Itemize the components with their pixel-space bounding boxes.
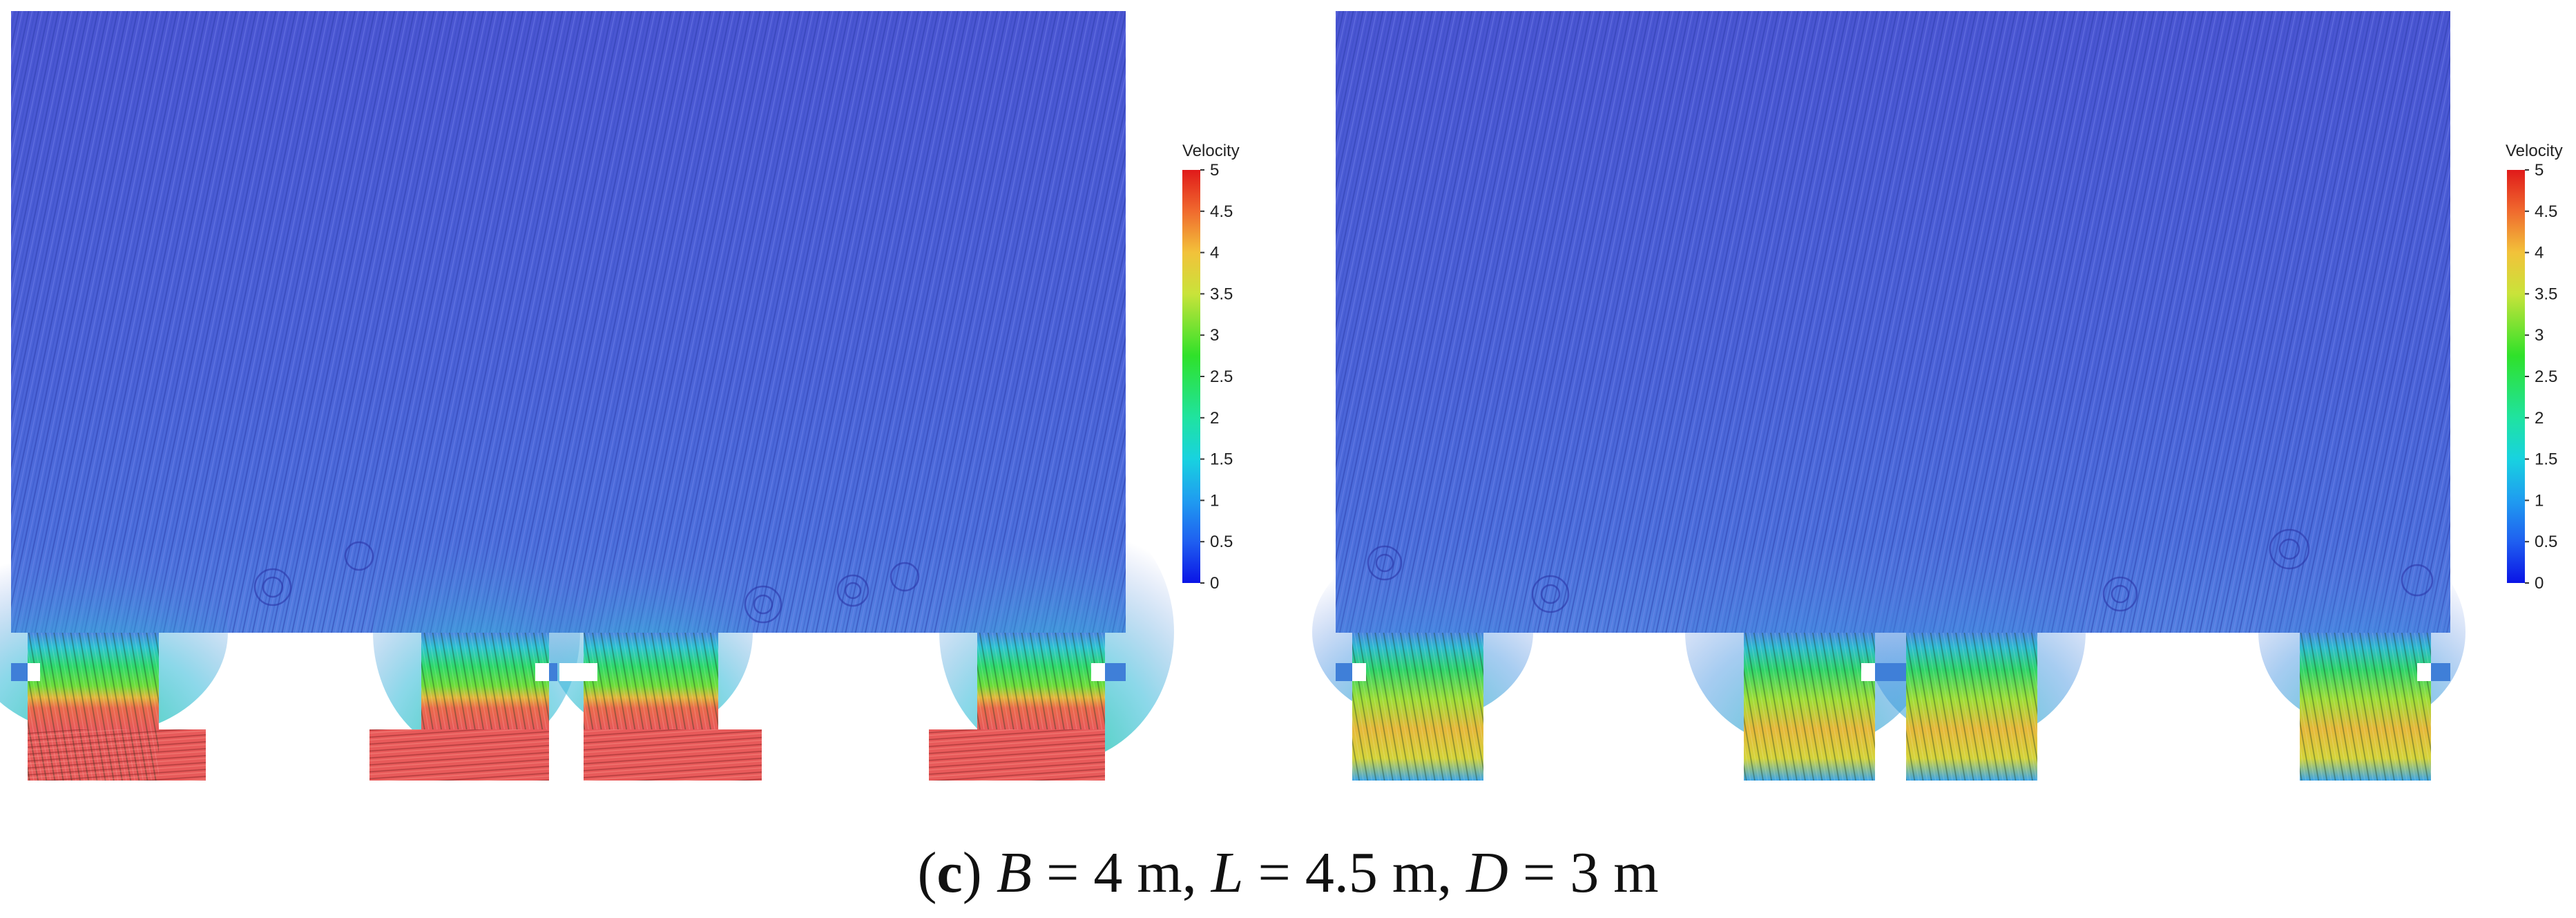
- right-colorbar-tick-label: 5: [2535, 161, 2544, 180]
- left-colorbar-tick-label: 1: [1210, 491, 1219, 510]
- caption-label: c: [936, 841, 963, 905]
- caption-var-l: L: [1211, 841, 1244, 905]
- right-colorbar-tick-label: 3: [2535, 326, 2544, 345]
- left-colorbar-tick-label: 5: [1210, 161, 1219, 180]
- right-colorbar-tick-label: 2: [2535, 409, 2544, 428]
- right-colorbar-tick-label: 0.5: [2535, 533, 2557, 551]
- right-gap-3: [2431, 663, 2450, 681]
- caption-open-paren: (: [917, 841, 937, 905]
- right-colorbar: Velocity 0 0.5 1 1.5 2 2.5 3 3.5 4 4.5 5: [2506, 142, 2563, 593]
- left-eddies: [253, 541, 920, 624]
- right-eddies: [1367, 528, 2434, 613]
- caption-val-b: = 4 m,: [1032, 841, 1211, 905]
- caption-val-d: = 3 m: [1508, 841, 1659, 905]
- right-colorbar-tick-label: 0: [2535, 574, 2544, 593]
- right-colorbar-title: Velocity: [2506, 142, 2563, 160]
- right-gate-1: [1352, 633, 1483, 781]
- caption-var-d: D: [1466, 841, 1508, 905]
- right-colorbar-tick-label: 3.5: [2535, 285, 2557, 303]
- left-colorbar-tick-label: 0.5: [1210, 533, 1233, 551]
- left-colorbar-tick-label: 3: [1210, 326, 1219, 345]
- left-gate-1: [28, 633, 206, 781]
- right-flow-field: [1312, 11, 2466, 781]
- right-colorbar-tick-label: 1: [2535, 491, 2544, 510]
- left-colorbar-tick-label: 0: [1210, 574, 1219, 593]
- left-colorbar-tick-label: 3.5: [1210, 285, 1233, 303]
- left-colorbar: Velocity 0 0.5 1 1.5 2 2.5 3 3.5 4 4.5 5: [1182, 142, 1240, 593]
- left-colorbar-ticks: 0 0.5 1 1.5 2 2.5 3 3.5 4 4.5 5: [1200, 161, 1233, 593]
- right-gate-3: [1906, 633, 2037, 781]
- right-gate-2: [1744, 633, 1875, 781]
- right-colorbar-ramp: [2507, 170, 2525, 583]
- right-colorbar-tick-label: 1.5: [2535, 450, 2557, 469]
- right-gate-4: [2300, 633, 2431, 781]
- figure-caption: (c) B = 4 m, L = 4.5 m, D = 3 m: [0, 839, 2576, 906]
- left-colorbar-tick-label: 2: [1210, 409, 1219, 428]
- caption-var-b: B: [996, 841, 1032, 905]
- left-streak-texture: [11, 11, 1126, 633]
- left-gap-2: [549, 663, 557, 681]
- right-streak-texture: [1336, 11, 2450, 633]
- caption-close-paren: ): [962, 841, 982, 905]
- left-flow-field: [0, 11, 1174, 781]
- left-colorbar-tick-label: 4.5: [1210, 202, 1233, 221]
- left-colorbar-tick-label: 4: [1210, 244, 1219, 262]
- left-colorbar-ramp: [1182, 170, 1200, 583]
- right-colorbar-tick-label: 4.5: [2535, 202, 2557, 221]
- left-colorbar-tick-label: 1.5: [1210, 450, 1233, 469]
- right-gap-1: [1336, 663, 1352, 681]
- left-colorbar-title: Velocity: [1182, 142, 1240, 160]
- right-colorbar-tick-label: 4: [2535, 244, 2544, 262]
- right-gap-2: [1875, 663, 1906, 681]
- left-gate-2: [369, 633, 549, 781]
- left-gap-1: [11, 663, 28, 681]
- right-colorbar-ticks: 0 0.5 1 1.5 2 2.5 3 3.5 4 4.5 5: [2525, 161, 2557, 593]
- left-colorbar-tick-label: 2.5: [1210, 367, 1233, 386]
- left-gap-3: [1105, 663, 1126, 681]
- right-colorbar-tick-label: 2.5: [2535, 367, 2557, 386]
- left-gate-3: [584, 633, 762, 781]
- left-gate-4: [929, 633, 1105, 781]
- caption-val-l: = 4.5 m,: [1243, 841, 1467, 905]
